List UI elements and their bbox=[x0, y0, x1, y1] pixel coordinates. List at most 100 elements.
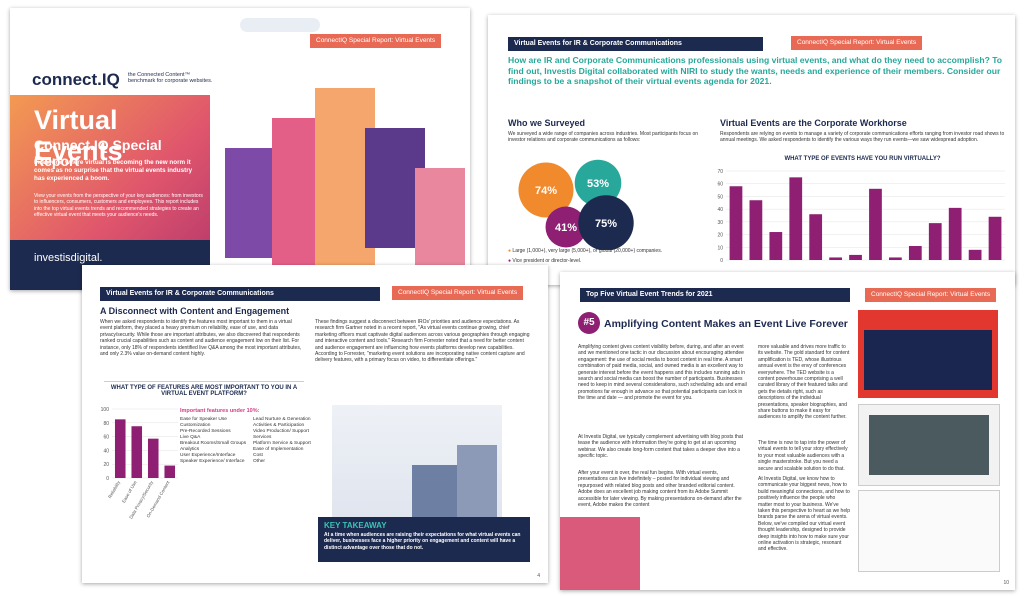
y-tick-label: 10 bbox=[717, 245, 723, 251]
y-tick-label: 20 bbox=[717, 233, 723, 239]
bubble-chart: 74% 53% 41% 75% bbox=[518, 159, 634, 250]
y-tick-label: 40 bbox=[717, 207, 723, 213]
cover-lead: In a world where virtual is becoming the… bbox=[34, 159, 193, 182]
y-tick-label: 40 bbox=[103, 448, 109, 454]
list-item: Customization bbox=[180, 423, 211, 428]
cover-panel: Virtual Events Connect.IQ Special Report… bbox=[10, 95, 210, 265]
page-header: Top Five Virtual Event Trends for 2021 bbox=[580, 288, 850, 302]
report-badge: ConnectIQ Special Report: Virtual Events bbox=[791, 36, 923, 50]
logo: connect.IQ bbox=[32, 70, 120, 89]
chart-title: WHAT TYPE OF FEATURES ARE MOST IMPORTANT… bbox=[104, 381, 304, 397]
body-text: We surveyed a wide range of companies ac… bbox=[508, 131, 698, 144]
bar bbox=[928, 223, 942, 260]
bar bbox=[849, 254, 862, 260]
list-item: Cost bbox=[253, 453, 263, 458]
page-header: Virtual Events for IR & Corporate Commun… bbox=[508, 37, 763, 51]
section-heading: Who we Surveyed bbox=[508, 118, 586, 128]
chart-title: WHAT TYPE OF EVENTS HAVE YOU RUN VIRTUAL… bbox=[784, 156, 941, 162]
report-badge: ConnectIQ Special Report: Virtual Events bbox=[865, 288, 997, 302]
y-tick-label: 80 bbox=[103, 421, 109, 427]
list-item: Analytics bbox=[180, 447, 200, 452]
bar bbox=[114, 419, 126, 478]
body-text: At Investis Digital, we typically comple… bbox=[578, 434, 744, 460]
y-tick-label: 0 bbox=[720, 258, 723, 264]
bar bbox=[809, 214, 823, 260]
y-tick-label: 60 bbox=[717, 182, 723, 188]
y-tick-label: 20 bbox=[103, 462, 109, 468]
takeaway-title: KEY TAKEAWAY bbox=[324, 521, 387, 530]
bubble-label: 53% bbox=[587, 178, 609, 190]
screenshot bbox=[858, 404, 1000, 486]
bar bbox=[769, 232, 783, 260]
bar bbox=[869, 188, 882, 260]
bar bbox=[948, 207, 962, 260]
body-text: When we asked respondents to identify th… bbox=[100, 319, 302, 358]
section-heading: Virtual Events are the Corporate Workhor… bbox=[720, 118, 907, 128]
bar bbox=[164, 465, 176, 478]
list-item: Platform Service & Support bbox=[253, 441, 311, 446]
bar bbox=[829, 257, 842, 260]
body-text: At Investis Digital, we know how to comm… bbox=[758, 476, 850, 553]
y-tick-label: 100 bbox=[101, 407, 110, 413]
y-tick-label: 50 bbox=[717, 194, 723, 200]
illustration-block bbox=[415, 168, 465, 268]
y-tick-label: 30 bbox=[717, 220, 723, 226]
cover-page: ConnectIQ Special Report: Virtual Events… bbox=[10, 8, 470, 290]
body-text: Amplifying content gives content visibil… bbox=[578, 344, 747, 402]
list-item: User Experience/Interface bbox=[180, 453, 236, 458]
list-item: Breakout Rooms/Small Groups bbox=[180, 441, 247, 446]
bar bbox=[789, 177, 803, 260]
legend-text: Large (1,000+), very large (5,000+), or … bbox=[512, 248, 663, 254]
bubble-label: 41% bbox=[555, 222, 577, 234]
y-tick-label: 0 bbox=[106, 476, 109, 482]
report-badge: ConnectIQ Special Report: Virtual Events bbox=[392, 286, 524, 300]
bar bbox=[889, 257, 902, 260]
bar-chart: 0 10 20 30 40 50 60 70 bbox=[717, 169, 1005, 264]
trends-page: Top Five Virtual Event Trends for 2021 C… bbox=[560, 272, 1015, 590]
survey-page: Virtual Events for IR & Corporate Commun… bbox=[488, 15, 1015, 285]
legend-item: ● Vice president or director-level. bbox=[508, 258, 582, 264]
bar bbox=[908, 246, 922, 260]
legend-text: Vice president or director-level. bbox=[512, 258, 582, 264]
cover-body: View your events from the perspective of… bbox=[34, 193, 203, 219]
body-text: Respondents are relying on events to man… bbox=[720, 131, 1005, 144]
list-item: Ease for Speaker Use bbox=[180, 417, 227, 422]
bar bbox=[988, 216, 1002, 260]
key-takeaway: KEY TAKEAWAY At a time when audiences ar… bbox=[318, 517, 530, 562]
list-item: Other bbox=[253, 459, 265, 464]
screenshot bbox=[858, 490, 1000, 572]
brand: investisdigital. bbox=[34, 252, 103, 264]
section-heading: A Disconnect with Content and Engagement bbox=[100, 306, 290, 316]
y-tick-label: 70 bbox=[717, 169, 723, 175]
bubble bbox=[574, 159, 622, 207]
y-tick-label: 60 bbox=[103, 435, 109, 441]
bar bbox=[729, 186, 743, 260]
body-text: The time is now to tap into the power of… bbox=[758, 440, 848, 472]
tagline: the Connected Content™ benchmark for cor… bbox=[128, 72, 213, 84]
list-item: Speaker Experience/ Interface bbox=[180, 459, 245, 464]
x-tick-label: Reliability bbox=[107, 479, 121, 499]
list-item: Pre-Recorded Sessions bbox=[180, 429, 231, 434]
bubble bbox=[518, 162, 574, 218]
list-title: Important features under 10%: bbox=[180, 408, 260, 414]
bubble-label: 75% bbox=[595, 218, 617, 230]
bubble bbox=[578, 195, 634, 250]
takeaway-text: At a time when audiences are raising the… bbox=[324, 532, 521, 551]
cover-title: Virtual Events bbox=[34, 105, 123, 166]
page-number: 10 bbox=[1003, 580, 1009, 586]
report-badge: ConnectIQ Special Report: Virtual Events bbox=[310, 34, 442, 48]
bar bbox=[147, 438, 159, 478]
list-item: Video Production/ Support Services bbox=[253, 429, 309, 440]
bubble-label: 74% bbox=[535, 185, 557, 197]
trend-number: #5 bbox=[578, 312, 600, 334]
list-item: Live Q&A bbox=[180, 435, 201, 440]
page-header: Virtual Events for IR & Corporate Commun… bbox=[100, 287, 380, 301]
intro: How are IR and Corporate Communications … bbox=[508, 55, 1003, 86]
body-text: After your event is over, the real fun b… bbox=[578, 470, 742, 509]
disconnect-page: Virtual Events for IR & Corporate Commun… bbox=[82, 265, 548, 583]
section-heading: Amplifying Content Makes an Event Live F… bbox=[604, 318, 848, 330]
list-item: Activities & Participation bbox=[253, 423, 305, 428]
list-item: Lead Nurture & Generation bbox=[253, 417, 311, 422]
